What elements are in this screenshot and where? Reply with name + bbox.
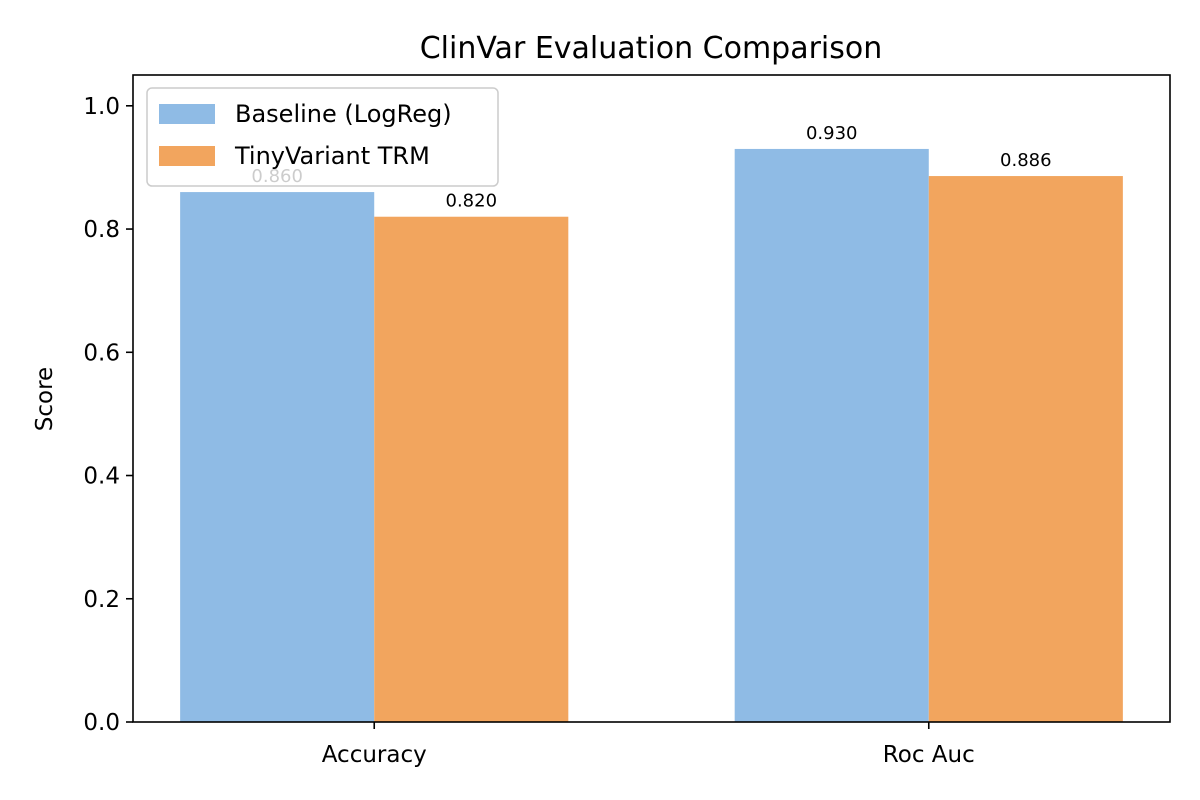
bar-2-1 — [374, 216, 569, 722]
y-tick-label: 0.2 — [83, 587, 120, 613]
x-tick-label: Accuracy — [322, 742, 427, 768]
y-tick-label: 0.0 — [83, 710, 120, 736]
legend-swatch-2 — [159, 146, 215, 166]
chart-title: ClinVar Evaluation Comparison — [420, 31, 883, 66]
bar-1-2 — [734, 148, 929, 722]
x-tick-label: Roc Auc — [883, 742, 975, 768]
legend-box — [146, 87, 499, 187]
data-label-2-2: 0.886 — [1000, 150, 1052, 171]
legend-swatch-1 — [159, 104, 215, 124]
bar-2-2 — [928, 176, 1123, 722]
plot-frame — [132, 74, 1171, 723]
y-tick-label: 0.4 — [83, 464, 120, 490]
legend: Baseline (LogReg) TinyVariant TRM — [146, 87, 499, 187]
data-label-1-2: 0.930 — [806, 123, 858, 144]
legend-label-2: TinyVariant TRM — [234, 142, 430, 170]
data-label-2-1: 0.820 — [446, 191, 498, 212]
y-tick-label: 0.8 — [83, 217, 120, 243]
y-tick-label: 0.6 — [83, 340, 120, 366]
legend-label-1: Baseline (LogReg) — [235, 100, 452, 128]
plot-area: 0.8600.9300.8200.8860.00.20.40.60.81.0Ac… — [83, 94, 1123, 768]
y-axis-label: Score — [32, 367, 58, 431]
bar-1-1 — [180, 192, 375, 723]
y-tick-label: 1.0 — [83, 94, 120, 120]
